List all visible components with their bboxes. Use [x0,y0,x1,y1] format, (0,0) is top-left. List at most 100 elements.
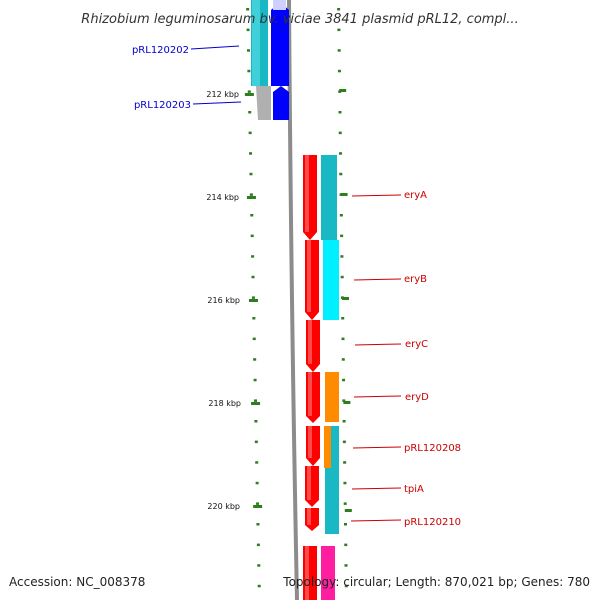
label-leader-lines [190,45,402,522]
tick-mark [342,440,346,444]
accession-text: Accession: NC_008378 [9,575,145,589]
tick-mark [338,131,342,135]
tick-mark [257,564,261,567]
tick-mark [246,49,250,52]
tick-mark [339,214,343,217]
leader-line [352,446,402,449]
major-tick [244,93,254,96]
tick-mark [246,28,250,32]
cog-block [323,240,339,320]
backbone-line [287,0,299,600]
tick-mark [257,584,261,588]
tick-mark [256,502,260,505]
tick-mark [339,172,343,176]
cog-block [252,0,260,86]
scale-ticks [244,8,352,588]
tick-mark [249,172,253,176]
cds-highlight [308,320,312,364]
gene-label-eryb[interactable]: eryB [404,274,427,285]
major-tick [340,193,348,196]
tick-mark [341,337,345,341]
tick-mark [247,69,251,73]
tick-mark [342,420,346,423]
leader-line [351,487,402,490]
tick-mark [344,584,348,588]
tick-mark [247,90,251,93]
gene-label-prl120208[interactable]: pRL120208 [404,443,461,454]
cds-arrow [273,0,286,10]
tick-mark [341,317,345,320]
tick-mark [251,296,255,299]
gene-label-erya[interactable]: eryA [404,190,427,201]
tick-mark [337,49,341,52]
major-tick [246,196,256,199]
leader-line [192,101,242,105]
tick-mark [248,111,252,114]
cds-arrow [271,2,289,86]
tick-mark [343,502,347,505]
gene-label-prl120203[interactable]: pRL120203 [134,100,191,111]
tick-mark [343,461,347,464]
cog-block [321,155,337,240]
major-tick [341,297,349,300]
scale-label-214: 214 kbp [206,193,239,202]
cds-arrow [273,86,289,120]
tick-mark [250,234,254,238]
tick-mark [344,564,348,567]
tick-mark [249,152,253,155]
scale-label-220: 220 kbp [207,502,240,511]
tick-mark [341,358,345,361]
tick-mark [253,378,257,382]
major-tick [251,402,261,405]
tick-mark [253,399,257,402]
gene-label-prl120210[interactable]: pRL120210 [404,517,461,528]
tick-mark [251,275,255,279]
tick-mark [337,28,341,32]
cog-block [256,86,271,120]
tick-mark [251,255,255,258]
cds-track [271,0,320,600]
tick-mark [255,481,259,485]
gene-label-prl120202[interactable]: pRL120202 [132,45,189,56]
tick-mark [343,523,347,526]
gene-label-eryd[interactable]: eryD [405,392,429,403]
major-tick [344,509,352,512]
cog-block [324,426,331,468]
major-tick [339,89,347,92]
leader-line [353,395,402,398]
backbone-arc [287,0,299,600]
scale-label-216: 216 kbp [207,296,240,305]
cog-block [321,546,335,600]
tick-mark [250,214,254,217]
tick-mark [246,8,250,11]
major-tick [249,299,258,302]
cog-track [251,0,339,600]
summary-text: Topology: circular; Length: 870,021 bp; … [282,575,590,589]
tick-mark [342,399,346,402]
tick-mark [340,234,344,238]
tick-mark [338,111,342,114]
scale-label-212: 212 kbp [206,90,239,99]
tick-mark [254,440,258,444]
cog-block [325,372,339,422]
gene-label-eryc[interactable]: eryC [405,339,428,350]
tick-mark [340,275,344,279]
map-title: Rhizobium leguminosarum bv. viciae 3841 … [81,12,518,27]
tick-mark [337,69,341,73]
tick-mark [249,193,253,196]
tick-mark [256,523,260,526]
cds-highlight [308,372,312,416]
cds-highlight [308,426,312,458]
tick-mark [255,461,259,464]
leader-line [353,278,402,281]
major-tick [253,505,263,508]
tick-mark [252,317,256,320]
cds-highlight [307,240,311,312]
leader-line [190,45,240,50]
tick-mark [344,543,348,547]
tick-mark [339,152,343,155]
gene-label-tpia[interactable]: tpiA [404,484,424,495]
cds-highlight [307,466,311,500]
